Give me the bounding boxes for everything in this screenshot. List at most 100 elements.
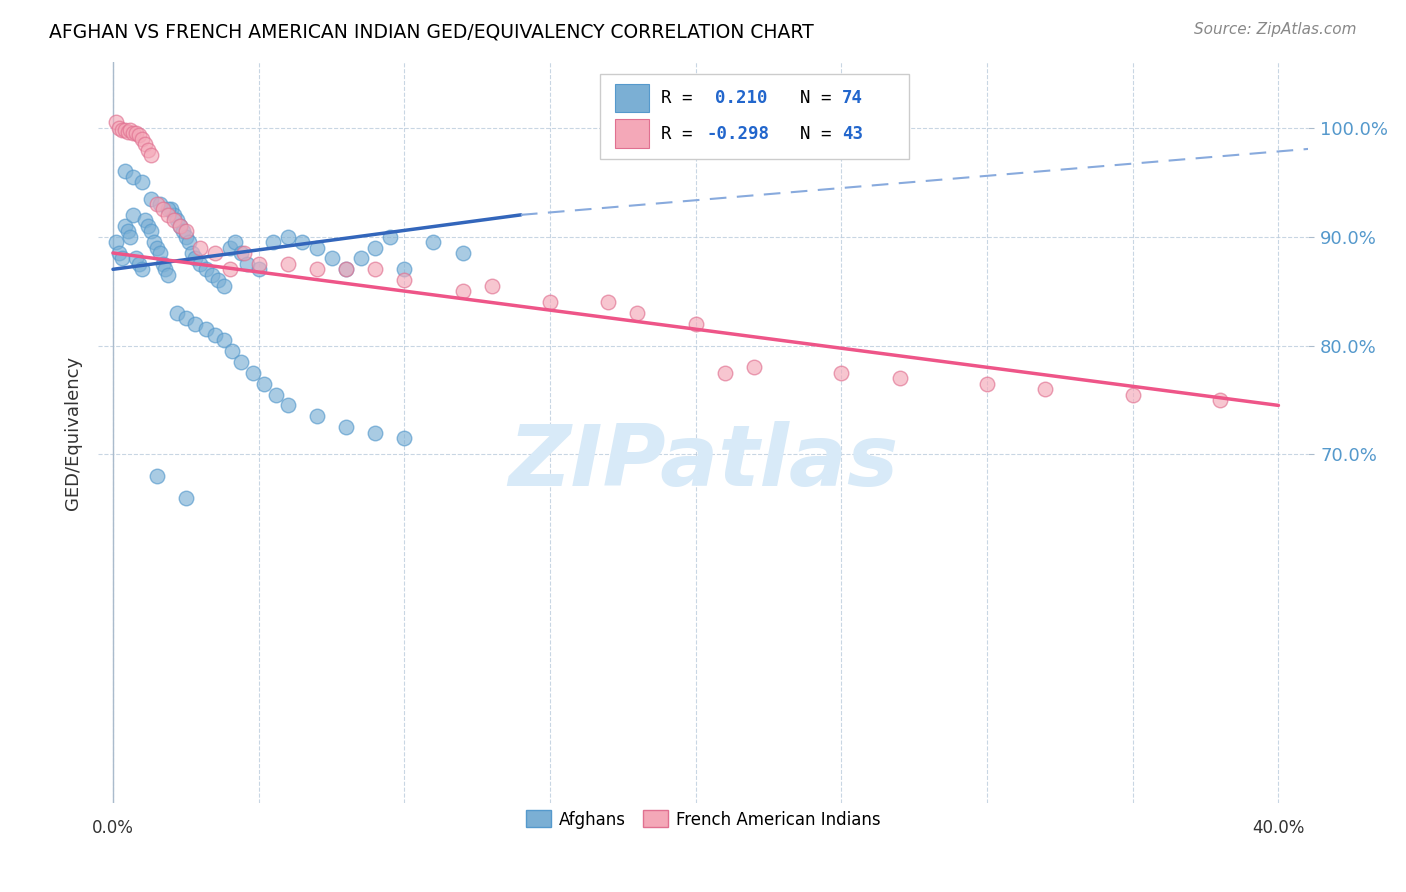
Point <box>195 322 218 336</box>
Point <box>157 202 180 217</box>
Point <box>122 126 145 140</box>
Point <box>139 224 162 238</box>
Point <box>114 219 136 233</box>
Point <box>139 148 162 162</box>
Point <box>224 235 246 249</box>
Point <box>139 192 162 206</box>
Point <box>128 257 150 271</box>
Point <box>174 229 197 244</box>
Point <box>114 123 136 137</box>
Point <box>157 268 180 282</box>
Point <box>394 273 416 287</box>
Text: Source: ZipAtlas.com: Source: ZipAtlas.com <box>1194 22 1357 37</box>
Point <box>125 252 148 266</box>
Point <box>1209 392 1232 407</box>
Point <box>155 262 177 277</box>
Point <box>305 409 328 424</box>
Point <box>350 252 373 266</box>
Point <box>233 246 256 260</box>
Point <box>204 246 226 260</box>
Point <box>169 219 191 233</box>
Point <box>190 241 212 255</box>
Point <box>183 317 205 331</box>
Point <box>277 257 299 271</box>
Point <box>212 333 235 347</box>
Point <box>128 128 150 143</box>
Point <box>231 355 253 369</box>
Point <box>195 262 218 277</box>
Point <box>120 229 142 244</box>
Point <box>166 213 188 227</box>
Point <box>160 202 183 217</box>
Point <box>305 241 328 255</box>
Point <box>152 257 174 271</box>
Text: -0.298: -0.298 <box>707 125 769 143</box>
Point <box>1122 387 1144 401</box>
Point <box>218 241 240 255</box>
Point <box>976 376 998 391</box>
Point <box>104 115 127 129</box>
Point <box>538 295 561 310</box>
Point <box>108 120 131 135</box>
Point <box>236 257 259 271</box>
Point <box>122 208 145 222</box>
Point <box>221 343 243 358</box>
Text: R =: R = <box>661 89 713 107</box>
Point <box>247 262 270 277</box>
Point <box>335 262 357 277</box>
Text: N =: N = <box>779 89 842 107</box>
Point <box>117 224 139 238</box>
Point <box>122 169 145 184</box>
Point <box>364 262 387 277</box>
Point <box>305 262 328 277</box>
Point <box>142 235 165 249</box>
Point <box>117 125 139 139</box>
Legend: Afghans, French American Indians: Afghans, French American Indians <box>519 804 887 835</box>
Point <box>104 235 127 249</box>
Point <box>394 431 416 445</box>
Point <box>264 387 287 401</box>
Point <box>201 268 224 282</box>
Point <box>291 235 314 249</box>
Point <box>180 246 202 260</box>
Point <box>172 224 194 238</box>
Point <box>204 327 226 342</box>
Text: N =: N = <box>779 125 842 143</box>
Point <box>163 213 186 227</box>
Point <box>183 252 205 266</box>
Point <box>207 273 229 287</box>
Point <box>253 376 276 391</box>
Point <box>742 360 765 375</box>
Y-axis label: GED/Equivalency: GED/Equivalency <box>65 356 83 509</box>
Point <box>451 284 474 298</box>
Point <box>166 306 188 320</box>
Point <box>242 366 264 380</box>
Point <box>451 246 474 260</box>
Point <box>481 278 503 293</box>
Point <box>111 123 134 137</box>
Point <box>169 219 191 233</box>
Point <box>163 208 186 222</box>
Point <box>174 311 197 326</box>
Point <box>152 202 174 217</box>
Text: 74: 74 <box>842 89 863 107</box>
Point <box>136 219 159 233</box>
Point <box>131 175 153 189</box>
Point <box>145 469 167 483</box>
Point <box>108 246 131 260</box>
Point <box>134 213 156 227</box>
Point <box>364 425 387 440</box>
Point <box>247 257 270 271</box>
Point <box>125 126 148 140</box>
Point <box>145 241 167 255</box>
Point <box>321 252 343 266</box>
Point <box>131 131 153 145</box>
Point <box>378 229 401 244</box>
Point <box>598 295 620 310</box>
Point <box>830 366 852 380</box>
Point <box>277 229 299 244</box>
Point <box>335 420 357 434</box>
Point <box>231 246 253 260</box>
Point <box>394 262 416 277</box>
Point <box>111 252 134 266</box>
